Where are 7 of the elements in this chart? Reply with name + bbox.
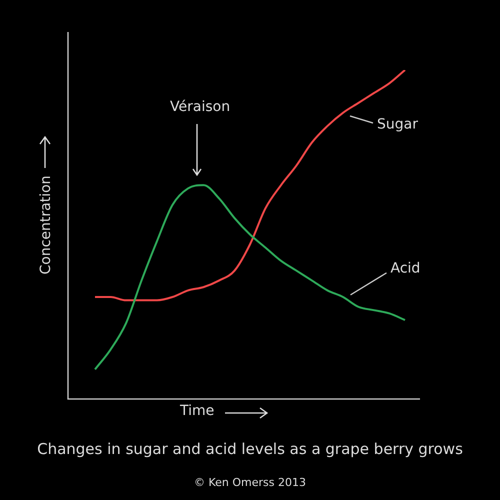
x-axis-title: Time bbox=[180, 403, 214, 419]
text: Changes in sugar and acid levels as a grape berry grows bbox=[36, 440, 464, 458]
annotation: Véraison bbox=[170, 99, 230, 115]
y-axis-title: Concentration bbox=[38, 175, 54, 275]
text: Acid bbox=[390, 260, 420, 277]
series-label: Sugar bbox=[377, 116, 418, 133]
text: © Ken Omerss 2013 bbox=[192, 476, 307, 489]
